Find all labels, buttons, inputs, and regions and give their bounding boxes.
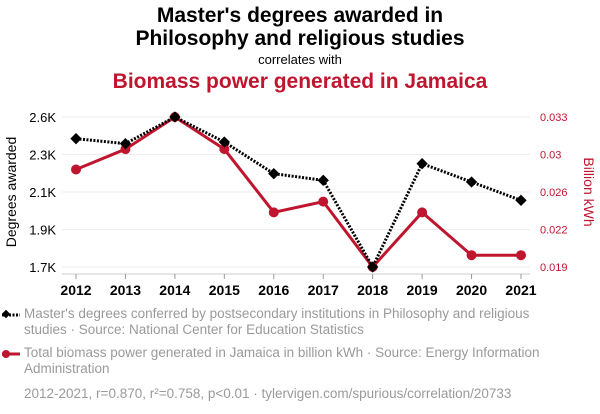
correlates-with: correlates with [258, 52, 342, 67]
legend-label: Total biomass power generated in Jamaica… [24, 345, 540, 376]
point-biomass [268, 207, 279, 218]
y-tick-label: 1.9K [29, 223, 56, 238]
point-degrees [416, 158, 428, 170]
chart-subtitle: Biomass power generated in Jamaica [112, 70, 488, 93]
chart-title: Master's degrees awarded in Philosophy an… [0, 4, 600, 50]
x-tick-label: 2014 [159, 282, 190, 298]
x-tick-label: 2013 [110, 282, 141, 298]
point-biomass [219, 144, 230, 155]
point-degrees [367, 261, 379, 273]
point-degrees [465, 176, 478, 188]
title-line-2: Philosophy and religious studies [135, 27, 465, 50]
point-biomass [516, 250, 526, 261]
point-biomass [318, 196, 329, 207]
y-tick-label: 2.1K [29, 185, 56, 200]
legend-label: Master's degrees conferred by postsecond… [24, 306, 530, 337]
y-axis-label: Degrees awarded [3, 137, 19, 248]
x-tick-label: 2016 [258, 282, 289, 298]
point-biomass [71, 164, 81, 175]
x-tick-label: 2021 [505, 282, 536, 298]
legend-black-dotted-diamond-icon [1, 309, 20, 319]
point-degrees [515, 194, 527, 206]
y-right-tick-label: 0.033 [540, 112, 568, 124]
y-tick-label: 1.7K [29, 260, 56, 275]
x-tick-label: 2020 [456, 282, 487, 298]
y-right-axis-label: Billion kWh [581, 157, 597, 226]
x-tick-label: 2018 [357, 282, 388, 298]
x-tick-label: 2019 [407, 282, 438, 298]
point-degrees [218, 136, 230, 148]
point-biomass [466, 250, 477, 261]
series-line-biomass [75, 115, 521, 270]
y-tick-label: 2.3K [29, 148, 56, 163]
footer: 2012-2021, r=0.870, r²=0.758, p<0.01 · t… [24, 386, 512, 401]
y-right-tick-label: 0.022 [540, 225, 568, 237]
x-tick-label: 2012 [60, 282, 91, 298]
point-degrees [317, 174, 329, 186]
y-tick-label: 2.6K [29, 110, 56, 125]
series-line-degrees [75, 115, 522, 271]
chart: 1.7K 0.019 1.9K 0.022 2.1K 0.026 2.3K 0.03 2.6K 0… [3, 110, 597, 298]
y-right-tick-label: 0.026 [540, 187, 568, 199]
legend-red-circle-icon [2, 350, 20, 358]
x-tick-label: 2017 [308, 282, 339, 298]
point-degrees [268, 168, 280, 180]
point-biomass [417, 207, 428, 218]
title-line-1: Master's degrees awarded in [156, 4, 444, 27]
y-right-tick-label: 0.03 [540, 150, 561, 162]
x-tick-label: 2015 [209, 282, 240, 298]
y-right-tick-label: 0.019 [540, 262, 568, 274]
point-degrees [70, 133, 82, 145]
